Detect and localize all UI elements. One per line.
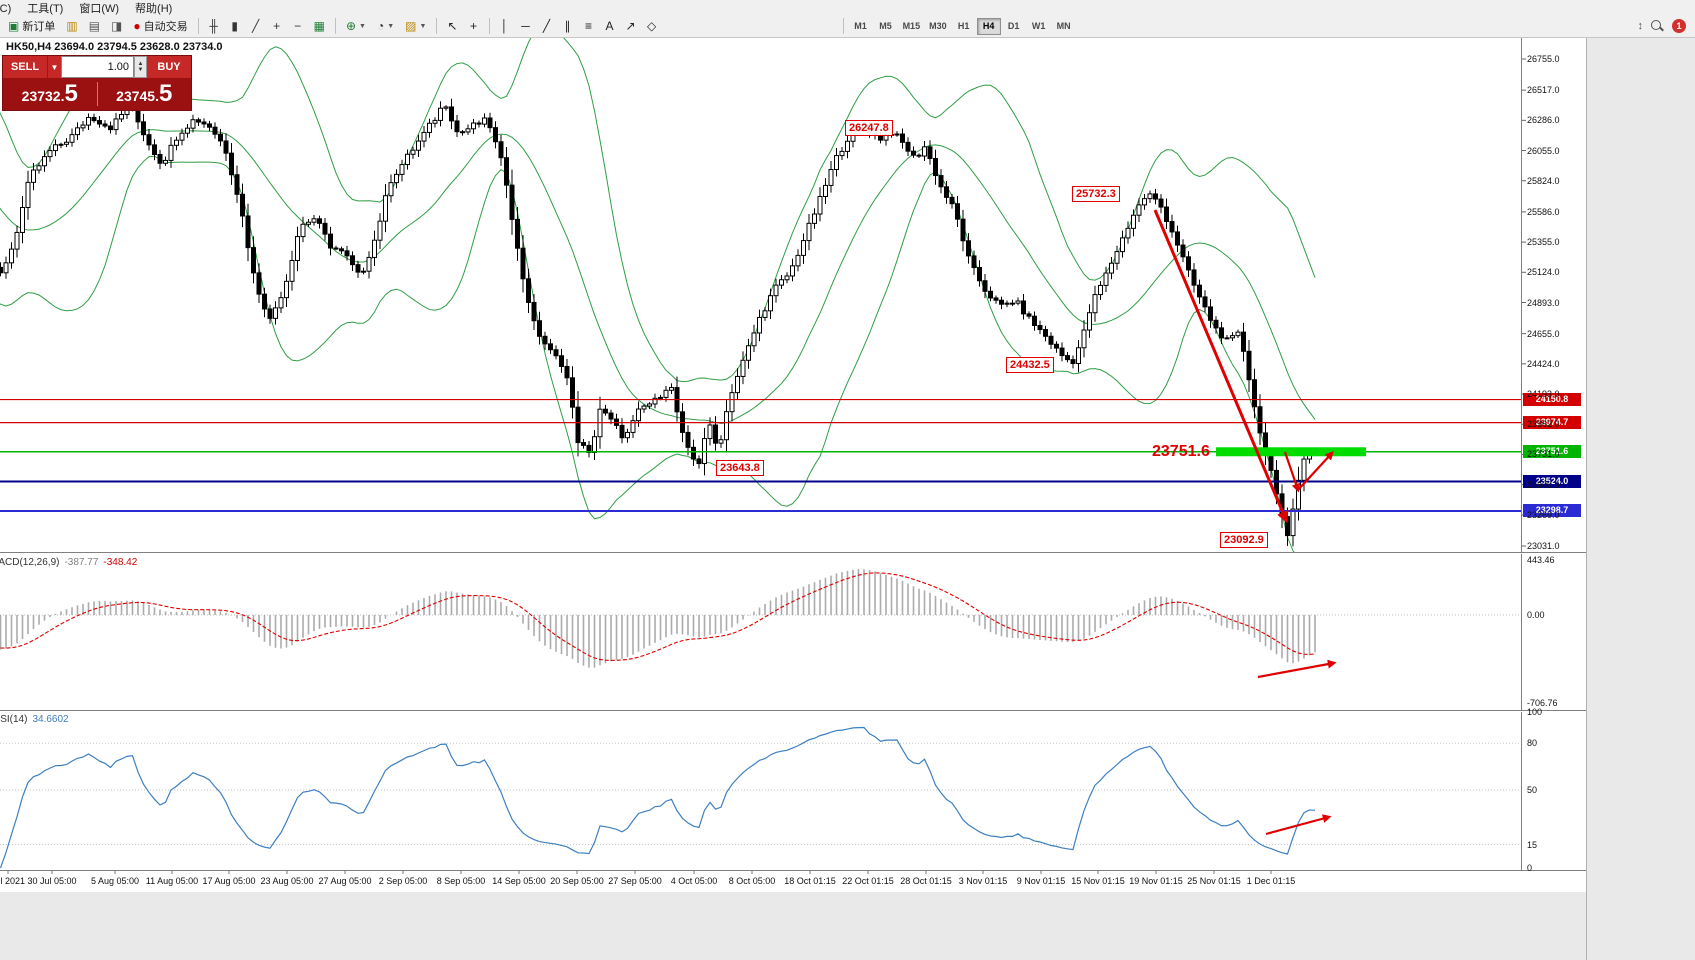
autotrade-icon: ● (133, 19, 141, 33)
zoom-out-button[interactable]: − (288, 17, 308, 36)
vertical-line-tool-button[interactable]: │ (495, 17, 515, 36)
autotrade-button[interactable]: ● 自动交易 (128, 17, 192, 36)
sell-price[interactable]: 23732.5 (3, 80, 97, 108)
toolbar-right-group: ↕ 1 (1638, 19, 1693, 33)
chart-window-icon: ▥ (66, 19, 78, 33)
templates-button[interactable]: ▨ ▼ (400, 17, 431, 36)
arrow-tool-icon: ↗ (625, 19, 636, 33)
channel-tool-button[interactable]: ∥ (558, 17, 578, 36)
order-type-dropdown[interactable]: ▼ (47, 56, 61, 78)
toolbar-separator (436, 18, 438, 34)
arrow-tool-button[interactable]: ↗ (621, 17, 641, 36)
trendline-tool-button[interactable]: ╱ (537, 17, 557, 36)
search-icon[interactable] (1651, 19, 1664, 33)
workspace-empty-area (1586, 38, 1695, 960)
tf-button-M30[interactable]: M30 (929, 21, 947, 31)
autotrade-button-label: 自动交易 (143, 21, 188, 33)
channel-tool-icon: ∥ (564, 19, 571, 33)
tf-button-H4[interactable]: H4 (976, 17, 1001, 35)
chevron-down-icon: ▼ (387, 22, 395, 30)
menu-item-4[interactable]: 帮助(H) (135, 2, 173, 15)
crosshair-tool-icon: + (469, 19, 477, 33)
one-click-trading-widget: SELL ▼ 1.00 ▲ ▼ BUY 23732.5 23745.5 (2, 55, 192, 111)
text-tool-button[interactable]: A (600, 17, 620, 36)
panel-divider-rsi[interactable] (0, 710, 1586, 711)
tile-windows-button[interactable]: ▦ (309, 17, 330, 36)
stepper-down-icon[interactable]: ▼ (137, 67, 144, 73)
horizontal-line-tool-button[interactable]: ─ (516, 17, 536, 36)
tf-button-H1[interactable]: H1 (957, 21, 970, 31)
toolbar-separator (842, 18, 844, 34)
tf-button-MN[interactable]: MN (1056, 21, 1071, 31)
chart-window-button[interactable]: ▥ (61, 17, 82, 36)
tf-button-M5[interactable]: M5 (879, 21, 892, 31)
trendline-tool-icon: ╱ (542, 19, 551, 33)
volume-stepper[interactable]: ▲ ▼ (134, 56, 147, 78)
buy-button[interactable]: BUY (147, 56, 191, 78)
buy-price-big-digit: 5 (158, 80, 173, 107)
shapes-tool-icon: ◇ (646, 19, 657, 33)
indicators-icon: ⊕ (345, 19, 357, 33)
cursor-tool-icon: ↖ (447, 19, 458, 33)
notification-badge[interactable]: 1 (1672, 19, 1686, 33)
fibonacci-tool-button[interactable]: ≡ (579, 17, 599, 36)
indicators-button[interactable]: ⊕ ▼ (341, 17, 371, 36)
price-axis[interactable] (1521, 38, 1586, 892)
tile-windows-icon: ▦ (313, 19, 325, 33)
bar-chart-mode-icon: ╫ (209, 19, 218, 33)
toolbar-separator (488, 18, 490, 34)
zoom-in-icon: + (273, 19, 281, 33)
tf-button-W1[interactable]: W1 (1031, 21, 1046, 31)
menu-item-3[interactable]: 窗口(W) (79, 2, 120, 15)
tf-button-M15[interactable]: M15 (902, 21, 921, 31)
periods-icon: ◔ (376, 19, 385, 33)
candle-chart-mode-button[interactable]: ▮ (225, 17, 245, 36)
profiles-button[interactable]: ▤ (84, 17, 105, 36)
profiles-icon: ▤ (88, 19, 101, 33)
chart-plot[interactable] (0, 38, 1521, 870)
toolbar-separator (334, 18, 336, 34)
menu-item-2[interactable]: 工具(T) (27, 2, 64, 15)
buy-price[interactable]: 23745.5 (98, 80, 192, 108)
sell-price-main: 23732. (21, 88, 65, 104)
time-axis[interactable] (0, 870, 1586, 892)
volume-input[interactable]: 1.00 (61, 56, 134, 78)
window-bottom-area (0, 892, 1586, 960)
bar-chart-mode-button[interactable]: ╫ (204, 17, 224, 36)
menu-bar: 图表(C) 工具(T) 窗口(W) 帮助(H) (0, 0, 1695, 15)
new-order-button-label: 新订单 (22, 21, 56, 33)
panel-divider-macd[interactable] (0, 552, 1586, 553)
zoom-in-button[interactable]: + (267, 17, 287, 36)
cursor-tool-button[interactable]: ↖ (442, 17, 462, 36)
buy-price-main: 23745. (116, 88, 159, 104)
line-chart-mode-icon: ╱ (252, 19, 260, 33)
menu-item-1[interactable]: 图表(C) (0, 2, 12, 15)
line-chart-mode-button[interactable]: ╱ (246, 17, 266, 36)
tf-button-M1[interactable]: M1 (854, 21, 867, 31)
toolbar-separator (197, 18, 199, 34)
text-tool-icon: A (605, 19, 614, 33)
new-order-icon: ▣ (8, 19, 20, 33)
fibonacci-tool-icon: ≡ (584, 19, 592, 33)
chevron-down-icon: ▼ (419, 22, 427, 30)
periods-button[interactable]: ◔ ▼ (372, 17, 399, 36)
horizontal-line-tool-icon: ─ (521, 19, 530, 33)
templates-icon: ▨ (405, 19, 417, 33)
market-watch-icon: ◨ (111, 19, 123, 33)
shapes-tool-button[interactable]: ◇ (642, 17, 662, 36)
zoom-out-icon: − (294, 19, 302, 33)
tf-button-D1[interactable]: D1 (1007, 21, 1020, 31)
toolbar: ▣ 新订单 ▥ ▤ ◨ ● 自动交易 ╫ ▮ ╱ + − ▦ ⊕ ▼ ◔ ▼ ▨ ▼ ↖ + │ ─ ╱ ∥ ≡ A ↗ ◇ M1 M5 M1… (0, 15, 1695, 38)
volume-value: 1.00 (107, 61, 129, 73)
sell-button[interactable]: SELL (3, 56, 47, 78)
market-watch-button[interactable]: ◨ (106, 17, 127, 36)
new-order-button[interactable]: ▣ 新订单 (3, 17, 60, 36)
scroll-chart-icon[interactable]: ↕ (1637, 20, 1644, 32)
sell-price-big-digit: 5 (64, 80, 78, 107)
candle-chart-mode-icon: ▮ (231, 19, 238, 33)
vertical-line-tool-icon: │ (500, 19, 509, 33)
crosshair-tool-button[interactable]: + (464, 17, 484, 36)
chevron-down-icon: ▼ (359, 22, 366, 30)
